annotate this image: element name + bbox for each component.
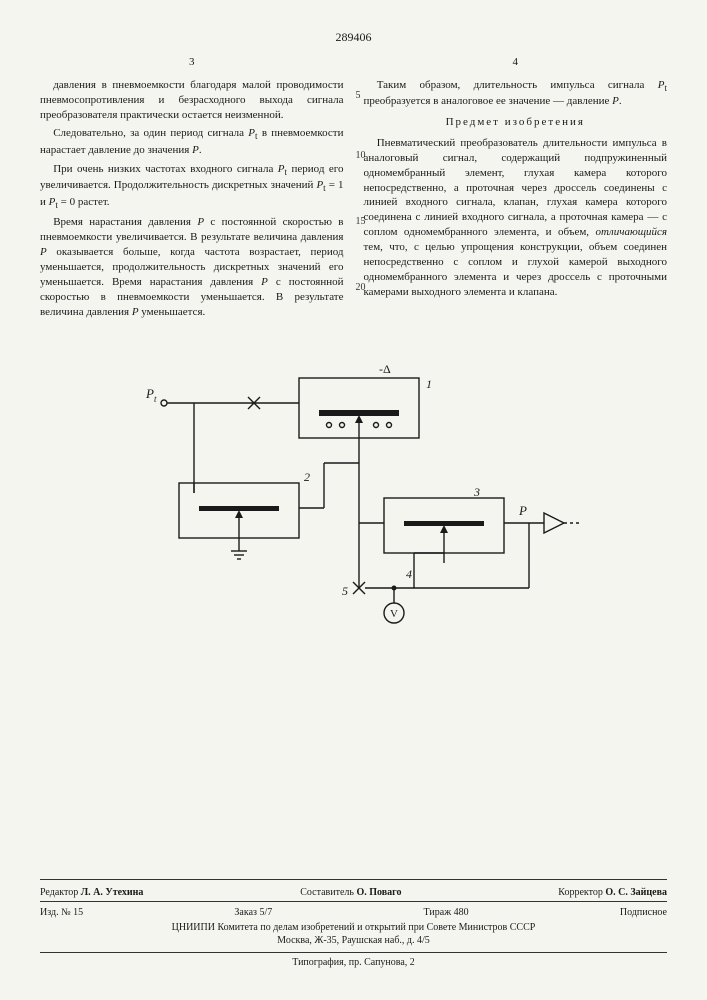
- left-p4: Время нарастания давления P с постоянной…: [40, 215, 344, 319]
- svg-text:Pt: Pt: [145, 386, 157, 404]
- label: Редактор: [40, 887, 78, 898]
- izd: Изд. № 15: [40, 907, 83, 918]
- text: преобразуется в аналоговое ее значение —…: [364, 95, 613, 107]
- schematic-diagram: Pt -Δ 1: [124, 363, 584, 643]
- footer-credits: Редактор Л. А. Утехина Составитель О. По…: [40, 884, 667, 902]
- editor: Редактор Л. А. Утехина: [40, 887, 143, 898]
- text: При очень низких частотах входного сигна…: [53, 163, 278, 175]
- right-page-num: 4: [364, 55, 668, 70]
- name: О. Поваго: [356, 887, 401, 898]
- right-p2: Пневматический преобразователь длительно…: [364, 136, 668, 299]
- line-num-5: 5: [356, 89, 361, 103]
- footer-addr: Москва, Ж-35, Раушская наб., д. 4/5: [40, 935, 667, 946]
- sym: P: [612, 95, 619, 107]
- text: .: [199, 144, 202, 156]
- right-column: 4 Таким образом, длительность импульса с…: [364, 55, 668, 323]
- footer-typography: Типография, пр. Сапунова, 2: [40, 952, 667, 968]
- name: Л. А. Утехина: [81, 887, 144, 898]
- sym: P: [132, 306, 139, 318]
- tirazh: Тираж 480: [424, 907, 469, 918]
- label-v: V: [390, 608, 398, 620]
- text: Следовательно, за один период сигнала: [53, 127, 248, 139]
- sym: P: [261, 276, 268, 288]
- corrector: Корректор О. С. Зайцева: [558, 887, 667, 898]
- label: Составитель: [300, 887, 354, 898]
- label-p-out: P: [518, 503, 527, 518]
- text: Пневматический преобразователь длительно…: [364, 137, 668, 238]
- zakaz: Заказ 5/7: [234, 907, 272, 918]
- label-1: 1: [426, 377, 432, 391]
- left-p1: давления в пневмоемкости благодаря малой…: [40, 78, 344, 123]
- text: уменьшается.: [139, 306, 206, 318]
- label-3: 3: [473, 485, 480, 499]
- left-page-num: 3: [40, 55, 344, 70]
- sym: P: [192, 144, 199, 156]
- section-title: Предмет изобретения: [364, 115, 668, 130]
- left-p2: Следовательно, за один период сигнала Pt…: [40, 126, 344, 157]
- text-columns: 3 давления в пневмоемкости благодаря мал…: [40, 55, 667, 323]
- left-column: 3 давления в пневмоемкости благодаря мал…: [40, 55, 344, 323]
- italic-text: отличающийся: [595, 226, 667, 238]
- sym: P: [278, 163, 285, 175]
- footer-org: ЦНИИПИ Комитета по делам изобретений и о…: [40, 922, 667, 933]
- sym: P: [40, 246, 47, 258]
- label-pt-sub: t: [153, 394, 156, 404]
- footer: Редактор Л. А. Утехина Составитель О. По…: [40, 879, 667, 970]
- compiler: Составитель О. Поваго: [300, 887, 401, 898]
- label-pt: P: [145, 386, 154, 401]
- name: О. С. Зайцева: [605, 887, 667, 898]
- podpisnoe: Подписное: [620, 907, 667, 918]
- label-5: 5: [342, 584, 348, 598]
- text: .: [619, 95, 622, 107]
- label: Корректор: [558, 887, 603, 898]
- document-number: 289406: [40, 30, 667, 45]
- label-2: 2: [304, 470, 310, 484]
- text: Таким образом, длительность импульса сиг…: [377, 79, 658, 91]
- label-4: 4: [406, 567, 412, 581]
- label-delta: -Δ: [379, 363, 391, 376]
- text: тем, что, с целью упрощения конструкции,…: [364, 241, 668, 298]
- text: Время нарастания давления: [53, 216, 197, 228]
- left-p3: При очень низких частотах входного сигна…: [40, 162, 344, 212]
- sub: t: [664, 83, 667, 93]
- footer-print-info: Изд. № 15 Заказ 5/7 Тираж 480 Подписное: [40, 905, 667, 920]
- text: = 0 растет.: [58, 196, 110, 208]
- right-p1: Таким образом, длительность импульса сиг…: [364, 78, 668, 109]
